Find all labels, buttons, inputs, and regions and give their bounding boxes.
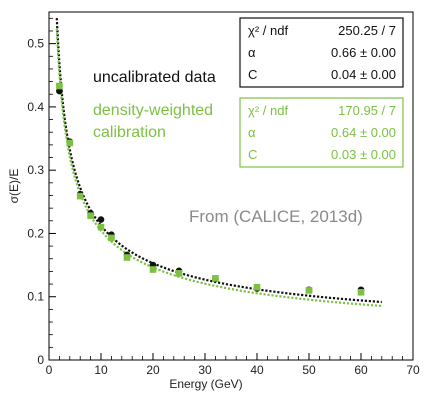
data-point-calibrated	[87, 212, 94, 220]
stat-label: α	[248, 45, 256, 60]
stat-value: 250.25 / 7	[338, 23, 396, 38]
x-axis-label: Energy (GeV)	[169, 377, 242, 391]
y-tick-label: 0.5	[27, 37, 44, 51]
y-tick-label: 0.2	[27, 226, 44, 240]
legend: uncalibrated data density-weighted calibra…	[93, 69, 216, 141]
x-tick-label: 10	[94, 363, 108, 377]
data-point-calibrated	[305, 287, 313, 294]
x-tick-label: 60	[354, 363, 368, 377]
stat-label: C	[248, 147, 257, 162]
stat-value: 0.66 ± 0.00	[331, 45, 396, 60]
stat-label: χ² / ndf	[248, 103, 288, 118]
data-point-calibrated	[97, 223, 105, 231]
stat-box-calibrated	[239, 97, 404, 168]
stat-label: α	[248, 125, 256, 140]
x-tick-label: 30	[198, 363, 212, 377]
x-tick-label: 70	[406, 363, 420, 377]
data-point-calibrated	[56, 82, 63, 90]
y-tick-label: 0.3	[27, 163, 44, 177]
data-point-calibrated	[123, 254, 131, 261]
source-annotation: From (CALICE, 2013d)	[189, 207, 363, 226]
axes: 0 10 20 30 40 50 60 70 0 0.1 0.2 0.3 0.4 0.5	[27, 17, 420, 377]
y-tick-label: 0.4	[27, 100, 44, 114]
stat-value: 170.95 / 7	[338, 103, 396, 118]
stat-value: 0.04 ± 0.00	[331, 67, 396, 82]
y-tick-label: 0	[37, 353, 44, 367]
x-tick-label: 50	[302, 363, 316, 377]
y-axis-label: σ(E)/E	[7, 169, 21, 204]
fit-stat-boxes: χ² / ndf 250.25 / 7 α 0.66 ± 0.00 C 0.04 ± 0.…	[239, 17, 404, 168]
data-point-calibrated	[66, 139, 74, 147]
fit-curve-calibrated	[55, 28, 382, 308]
legend-entry-uncalibrated: uncalibrated data	[93, 69, 216, 86]
stat-value: 0.64 ± 0.00	[331, 125, 396, 140]
data-point-calibrated	[175, 270, 183, 277]
stat-label: C	[248, 67, 257, 82]
data-point-calibrated	[253, 283, 261, 291]
x-tick-label: 40	[250, 363, 264, 377]
data-point-uncalibrated	[56, 87, 63, 95]
data-point-calibrated	[76, 192, 84, 200]
y-tick-label: 0.1	[27, 290, 44, 304]
legend-entry-calibrated: density-weighted	[93, 102, 213, 119]
data-point-calibrated	[149, 266, 157, 273]
legend-entry-calibrated: calibration	[93, 124, 166, 141]
data-point-uncalibrated	[97, 216, 105, 223]
data-point-calibrated	[357, 288, 365, 296]
data-markers	[56, 82, 365, 296]
stat-label: χ² / ndf	[248, 23, 288, 38]
x-tick-label: 20	[146, 363, 160, 377]
x-tick-label: 0	[46, 363, 53, 377]
plot-frame	[48, 11, 414, 361]
data-point-calibrated	[108, 234, 115, 242]
data-point-calibrated	[212, 275, 219, 282]
stat-box-uncalibrated	[239, 17, 404, 88]
stat-value: 0.03 ± 0.00	[331, 147, 396, 162]
